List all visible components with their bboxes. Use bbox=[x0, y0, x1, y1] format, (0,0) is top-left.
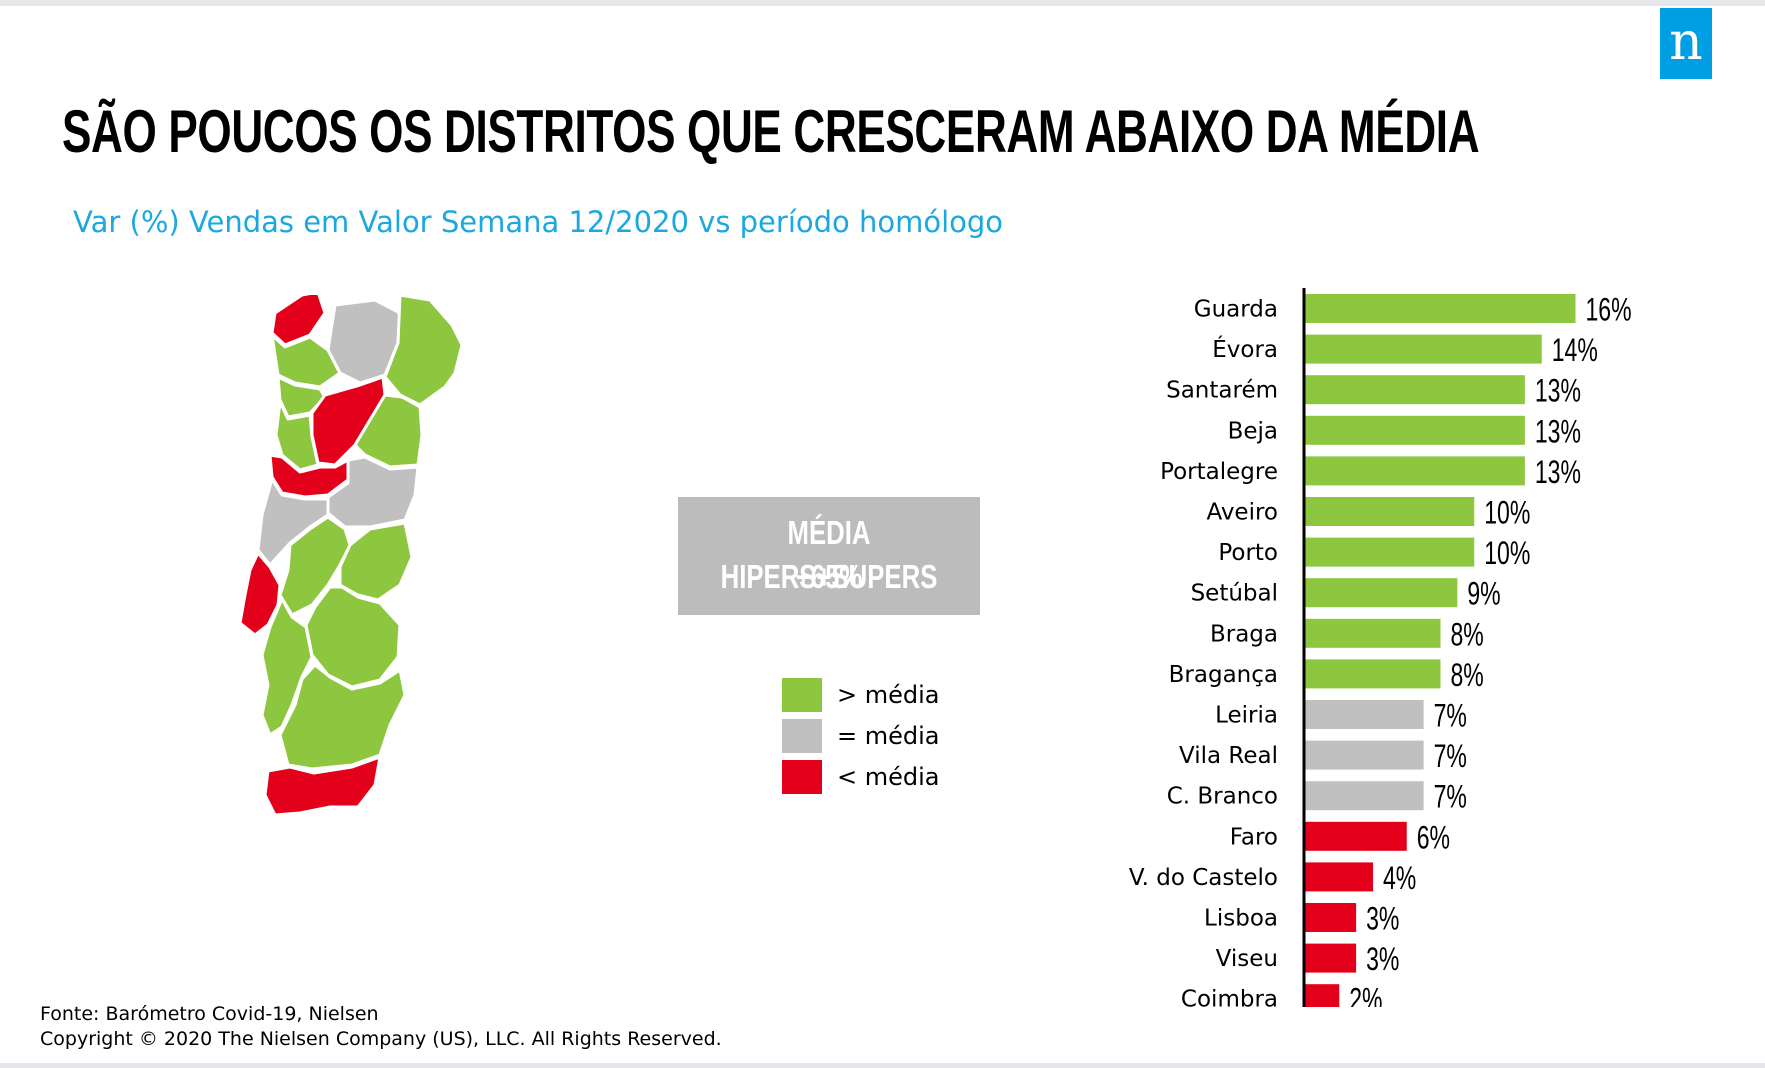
map-castelo-branco bbox=[326, 455, 420, 529]
legend-label-equal: = média bbox=[837, 722, 940, 750]
data-label: 16% bbox=[1586, 292, 1632, 328]
category-label: Guarda bbox=[1194, 297, 1278, 323]
data-label: 13% bbox=[1535, 414, 1581, 450]
data-label: 3% bbox=[1366, 901, 1399, 937]
bar bbox=[1305, 984, 1340, 1007]
data-label: 7% bbox=[1434, 738, 1467, 774]
legend-swatch-equal bbox=[782, 719, 822, 753]
bar bbox=[1305, 618, 1441, 648]
legend-label-below: < média bbox=[837, 763, 940, 791]
category-label: Setúbal bbox=[1191, 581, 1278, 607]
bar bbox=[1305, 415, 1525, 445]
map-beja bbox=[278, 663, 407, 771]
average-box-value: +65% bbox=[795, 558, 863, 595]
map-braganca bbox=[383, 295, 464, 407]
category-label: Lisboa bbox=[1204, 906, 1278, 932]
legend-swatch-above bbox=[782, 678, 822, 712]
bar bbox=[1305, 537, 1475, 567]
map-guarda bbox=[353, 393, 424, 469]
data-label: 2% bbox=[1349, 982, 1382, 1007]
data-label: 4% bbox=[1383, 860, 1416, 896]
category-label: Vila Real bbox=[1179, 743, 1278, 769]
category-label: Bragança bbox=[1169, 662, 1278, 688]
bar bbox=[1305, 821, 1407, 851]
data-label: 7% bbox=[1434, 698, 1467, 734]
average-box: MÉDIA HIPERS+SUPERS +65% bbox=[678, 497, 980, 615]
map-santarem bbox=[278, 515, 352, 617]
data-label: 13% bbox=[1535, 454, 1581, 490]
data-label: 8% bbox=[1451, 657, 1484, 693]
bar bbox=[1305, 781, 1424, 811]
bar bbox=[1305, 659, 1441, 689]
category-label: V. do Castelo bbox=[1129, 865, 1278, 891]
bar bbox=[1305, 578, 1458, 608]
category-label: Braga bbox=[1210, 621, 1278, 647]
data-label: 10% bbox=[1484, 495, 1530, 531]
bar bbox=[1305, 456, 1525, 486]
data-label: 9% bbox=[1467, 576, 1500, 612]
data-label: 3% bbox=[1366, 941, 1399, 977]
footer-copyright: Copyright © 2020 The Nielsen Company (US… bbox=[40, 1028, 722, 1050]
category-label: C. Branco bbox=[1167, 784, 1278, 810]
bottom-rule bbox=[0, 1063, 1765, 1068]
map-setubal bbox=[260, 597, 314, 737]
category-label: Coimbra bbox=[1181, 987, 1278, 1007]
bar bbox=[1305, 862, 1373, 892]
average-box-title: MÉDIA HIPERS+SUPERS bbox=[720, 514, 938, 595]
bar bbox=[1305, 700, 1424, 729]
category-label: Porto bbox=[1218, 540, 1278, 566]
data-label: 10% bbox=[1484, 535, 1530, 571]
category-label: Santarém bbox=[1166, 378, 1278, 404]
map-portalegre bbox=[338, 521, 414, 602]
bar bbox=[1305, 375, 1525, 405]
category-label: Leiria bbox=[1215, 703, 1278, 729]
category-label: Beja bbox=[1228, 418, 1278, 444]
data-label: 8% bbox=[1451, 617, 1484, 653]
bar-chart: Guarda 16% Évora 14% Santarém 13% Beja 13% Porta… bbox=[1129, 288, 1632, 1007]
map-aveiro bbox=[274, 400, 320, 472]
footer-source: Fonte: Barómetro Covid-19, Nielsen bbox=[40, 1003, 379, 1025]
data-label: 13% bbox=[1535, 373, 1581, 409]
bar bbox=[1305, 740, 1424, 770]
portugal-districts-map bbox=[240, 295, 464, 817]
category-label: Évora bbox=[1212, 335, 1278, 363]
category-label: Aveiro bbox=[1206, 500, 1278, 526]
bar bbox=[1305, 943, 1357, 973]
category-label: Portalegre bbox=[1160, 459, 1278, 485]
legend-swatch-below bbox=[782, 760, 822, 794]
top-rule bbox=[0, 0, 1765, 6]
legend-item-above: > média bbox=[782, 678, 1042, 712]
legend-item-equal: = média bbox=[782, 719, 1042, 753]
category-label: Faro bbox=[1230, 824, 1278, 850]
map-viana-do-castelo bbox=[270, 295, 327, 347]
category-label: Viseu bbox=[1216, 946, 1278, 972]
bar bbox=[1305, 903, 1357, 932]
map-lisboa bbox=[240, 551, 282, 637]
data-label: 6% bbox=[1417, 820, 1450, 856]
legend-item-below: < média bbox=[782, 760, 1042, 794]
data-label: 14% bbox=[1552, 332, 1598, 368]
bar bbox=[1305, 334, 1542, 364]
data-label: 7% bbox=[1434, 779, 1467, 815]
legend-label-above: > média bbox=[837, 681, 940, 709]
map-faro bbox=[263, 755, 382, 817]
bar bbox=[1305, 294, 1576, 323]
nielsen-logo: n bbox=[1660, 8, 1712, 79]
bar bbox=[1305, 497, 1475, 526]
map-leiria bbox=[256, 477, 330, 567]
page-title: SÃO POUCOS OS DISTRITOS QUE CRESCERAM AB… bbox=[62, 98, 1480, 165]
page-subtitle: Var (%) Vendas em Valor Semana 12/2020 v… bbox=[73, 205, 1004, 239]
